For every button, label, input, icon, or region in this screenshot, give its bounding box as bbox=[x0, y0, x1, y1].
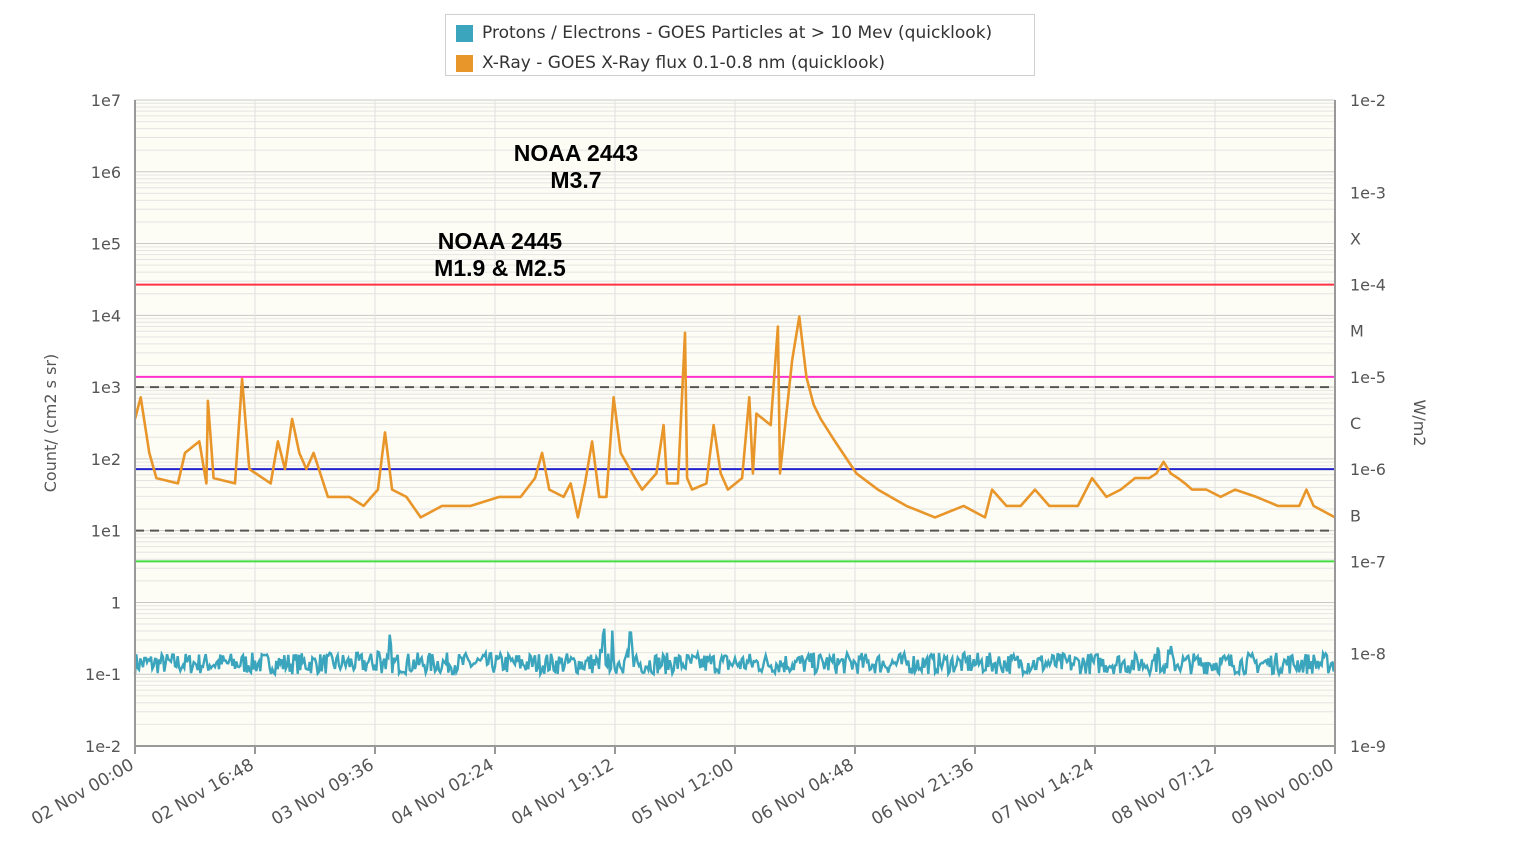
x-tick-label: 07 Nov 14:24 bbox=[988, 755, 1097, 830]
legend-item-xray[interactable]: X-Ray - GOES X-Ray flux 0.1-0.8 nm (quic… bbox=[456, 50, 885, 76]
annotation-noaa-2443-line2: M3.7 bbox=[550, 167, 602, 193]
proton-series-line bbox=[133, 628, 1337, 679]
x-tick-label: 06 Nov 04:48 bbox=[748, 755, 857, 830]
left-tick-label: 1e7 bbox=[91, 91, 121, 110]
x-tick-label: 08 Nov 07:12 bbox=[1108, 755, 1217, 830]
legend-label-protons: Protons / Electrons - GOES Particles at … bbox=[482, 23, 993, 43]
left-tick-label: 1e5 bbox=[91, 235, 121, 254]
legend-item-protons[interactable]: Protons / Electrons - GOES Particles at … bbox=[456, 20, 992, 46]
right-tick-label: 1e-4 bbox=[1350, 276, 1386, 295]
left-tick-label: 1e3 bbox=[91, 378, 121, 397]
legend-swatch-protons bbox=[456, 24, 473, 42]
left-tick-label: 1 bbox=[111, 593, 121, 612]
flare-class-label: C bbox=[1350, 414, 1361, 433]
right-tick-label: 1e-6 bbox=[1350, 460, 1386, 479]
annotation-noaa-2443-line1: NOAA 2443 bbox=[513, 140, 639, 166]
right-tick-label: 1e-9 bbox=[1350, 737, 1386, 756]
annotation-noaa-2445-line2: M1.9 & M2.5 bbox=[434, 255, 566, 281]
x-tick-label: 04 Nov 02:24 bbox=[388, 755, 497, 830]
legend: Protons / Electrons - GOES Particles at … bbox=[445, 14, 1035, 76]
flare-class-label: M bbox=[1350, 322, 1364, 341]
legend-label-xray: X-Ray - GOES X-Ray flux 0.1-0.8 nm (quic… bbox=[482, 53, 885, 73]
left-tick-label: 1e-2 bbox=[85, 737, 121, 756]
x-tick-label: 02 Nov 00:00 bbox=[28, 755, 137, 830]
annotation-noaa-2445-line1: NOAA 2445 bbox=[437, 228, 563, 254]
left-tick-label: 1e6 bbox=[91, 163, 121, 182]
x-tick-label: 04 Nov 19:12 bbox=[508, 755, 617, 830]
right-axis-title: W/m2 bbox=[1410, 400, 1429, 447]
left-tick-label: 1e1 bbox=[91, 522, 121, 541]
flare-class-label: B bbox=[1350, 506, 1361, 525]
annotation-noaa-2443: NOAA 2443 M3.7 bbox=[486, 140, 666, 194]
x-tick-label: 03 Nov 09:36 bbox=[268, 755, 377, 830]
right-tick-label: 1e-2 bbox=[1350, 91, 1386, 110]
right-tick-label: 1e-5 bbox=[1350, 368, 1386, 387]
left-axis-title: Count/ (cm2 s sr) bbox=[41, 354, 60, 492]
right-tick-label: 1e-3 bbox=[1350, 183, 1386, 202]
left-tick-label: 1e-1 bbox=[85, 665, 121, 684]
right-tick-label: 1e-8 bbox=[1350, 645, 1386, 664]
right-tick-label: 1e-7 bbox=[1350, 552, 1386, 571]
annotation-noaa-2445: NOAA 2445 M1.9 & M2.5 bbox=[410, 228, 590, 282]
xray-series-line bbox=[133, 315, 1336, 519]
x-tick-label: 09 Nov 00:00 bbox=[1228, 755, 1337, 830]
x-tick-label: 02 Nov 16:48 bbox=[148, 755, 257, 830]
x-tick-label: 06 Nov 21:36 bbox=[868, 755, 977, 830]
flare-class-label: X bbox=[1350, 229, 1361, 248]
x-tick-label: 05 Nov 12:00 bbox=[628, 755, 737, 830]
left-tick-label: 1e4 bbox=[91, 306, 121, 325]
legend-swatch-xray bbox=[456, 54, 473, 72]
left-tick-label: 1e2 bbox=[91, 450, 121, 469]
